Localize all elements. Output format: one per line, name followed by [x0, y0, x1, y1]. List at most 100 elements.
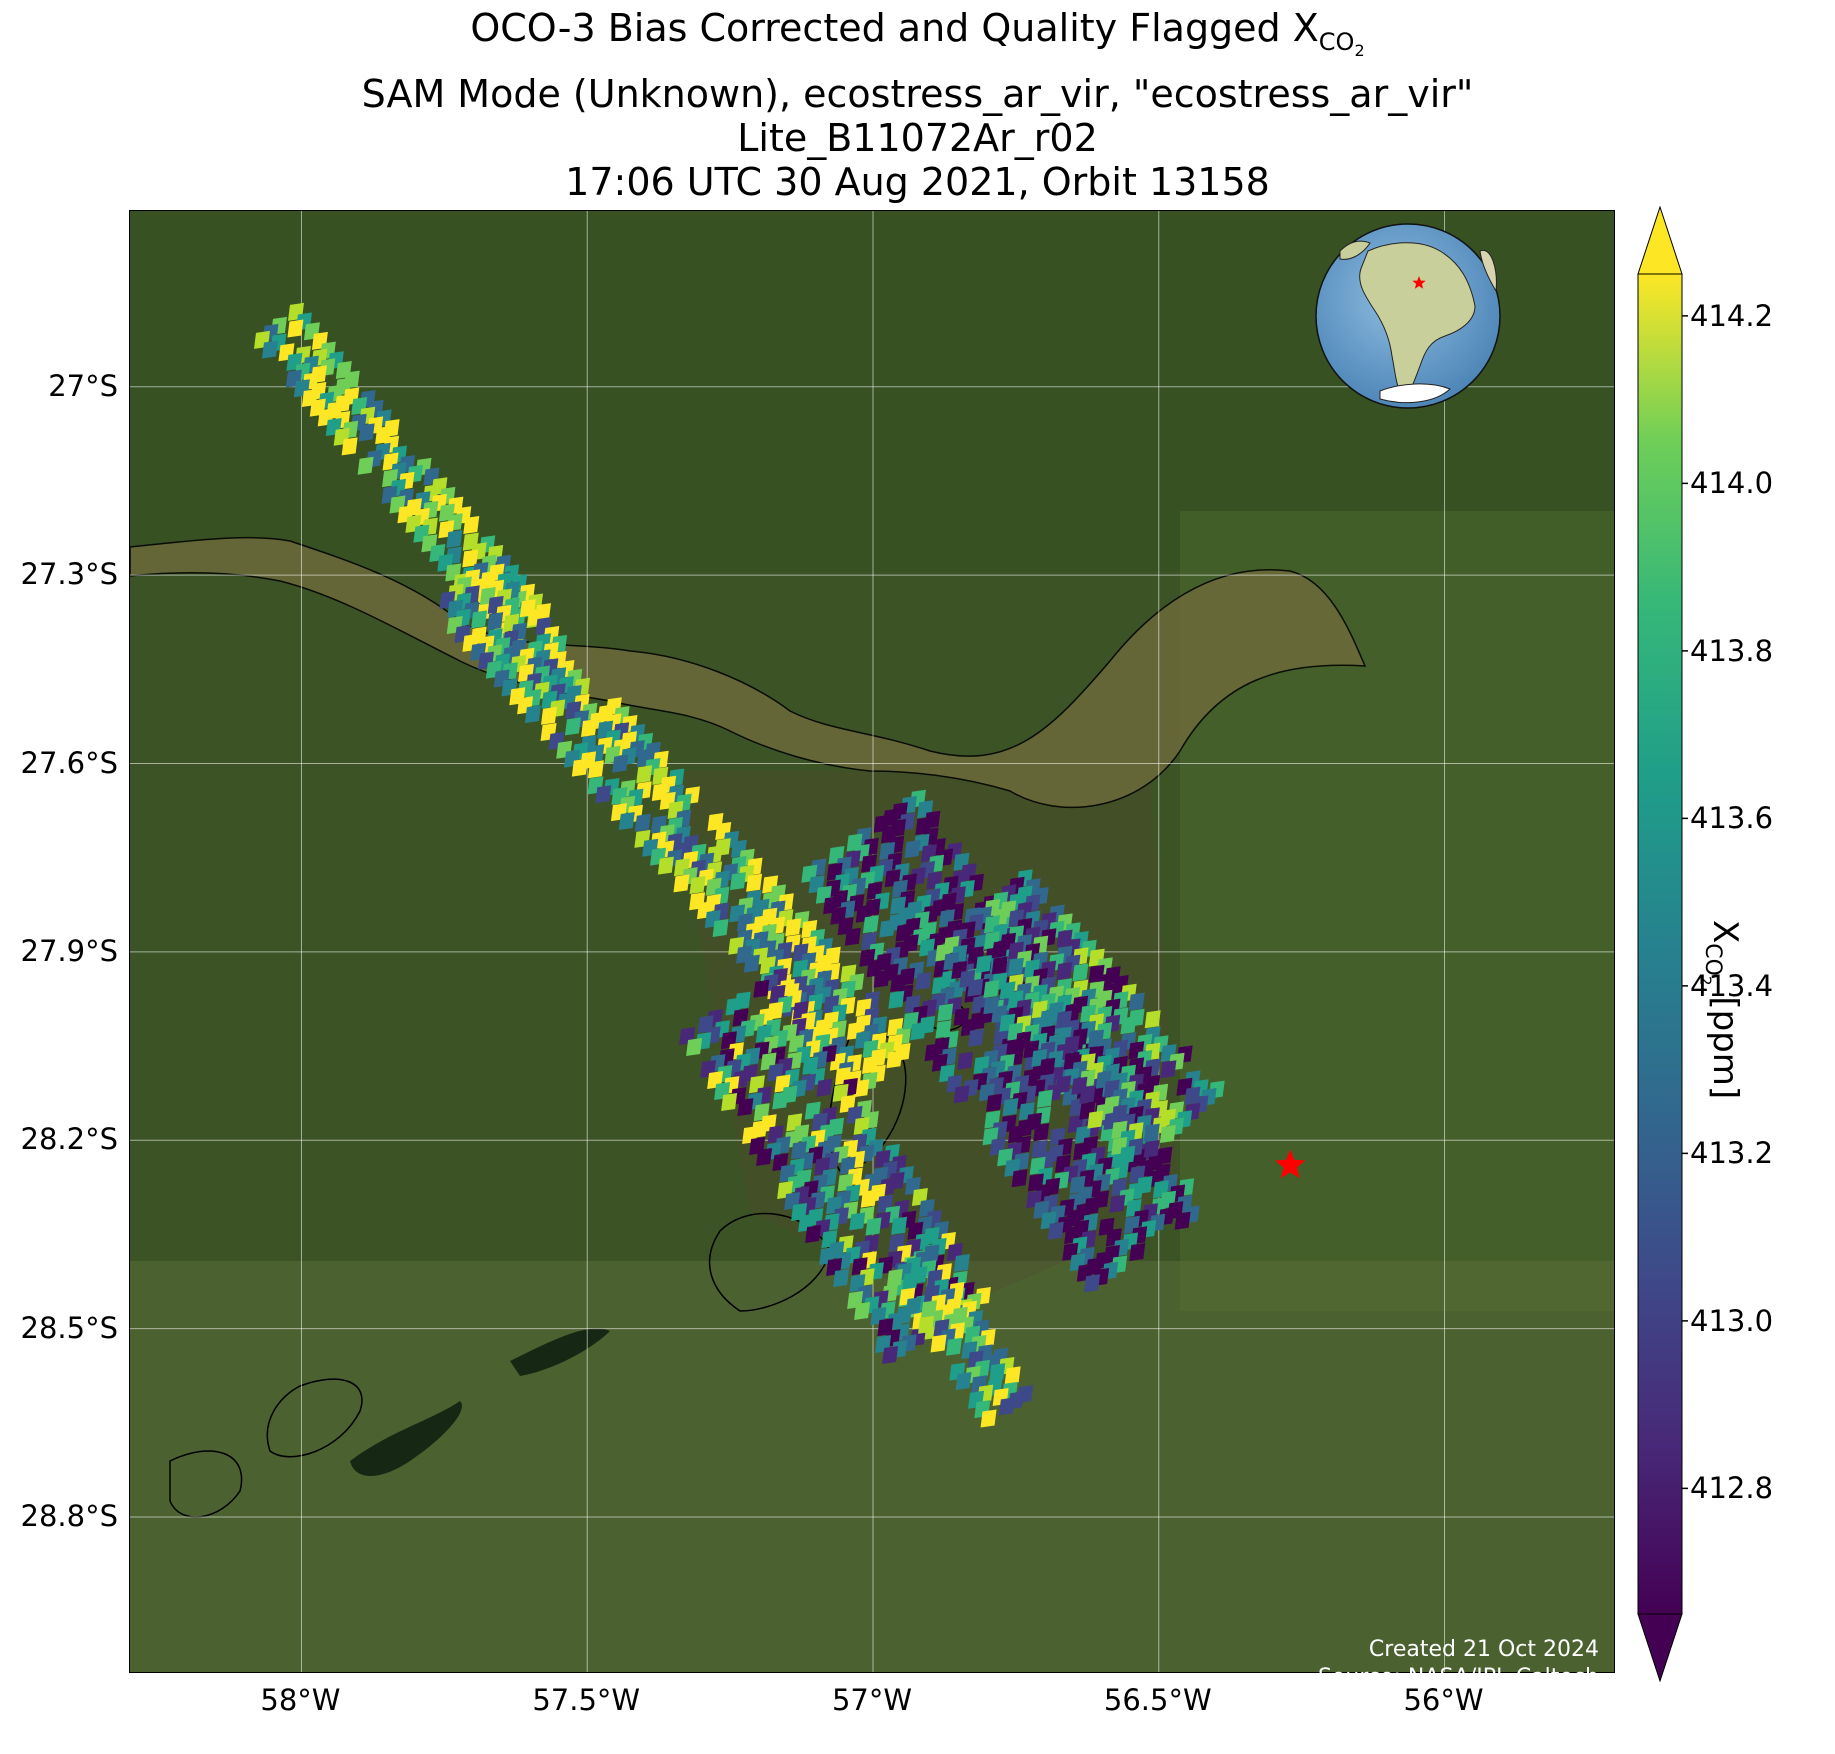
title-line-3: Lite_B11072Ar_r02 — [737, 116, 1098, 161]
xco2-footprint-cell — [746, 873, 763, 892]
xco2-footprint-cell — [953, 1085, 970, 1104]
xco2-footprint-cell — [1047, 1221, 1064, 1240]
xco2-footprint-cell — [595, 785, 612, 804]
lon-tick-label-57-5: 57.5°W — [532, 1683, 641, 1717]
lat-tick-label-27-6: 27.6°S — [20, 745, 118, 780]
colorbar-tick-marks — [1682, 315, 1688, 1490]
xco2-footprint-cell — [805, 1225, 822, 1244]
xco2-footprint-cell — [1004, 1366, 1021, 1385]
xco2-footprint-cell — [902, 1272, 919, 1291]
colorbar-tick-413-6: 413.6 — [1690, 801, 1774, 836]
colorbar-label: XCO2 [ppm] — [1696, 920, 1745, 1100]
colorbar-tick-414-2: 414.2 — [1690, 298, 1774, 333]
xco2-footprint-cell — [1109, 1194, 1126, 1213]
xco2-footprint-cell — [743, 954, 760, 973]
xco2-footprint-cell — [657, 856, 674, 875]
inset-globe — [1315, 223, 1501, 409]
lat-tick-label-27-9: 27.9°S — [20, 933, 118, 968]
title-line-4: 17:06 UTC 30 Aug 2021, Orbit 13158 — [565, 160, 1270, 205]
xco2-footprint-cell — [953, 1253, 970, 1272]
credit-created: Created 21 Oct 2024 — [1368, 1637, 1599, 1662]
xco2-footprint-cell — [957, 1051, 974, 1070]
xco2-footprint-cell — [998, 1397, 1015, 1416]
xco2-footprint-cell — [986, 1093, 1003, 1112]
xco2-footprint-cell — [686, 1038, 703, 1057]
xco2-footprint-cell — [1129, 1243, 1146, 1262]
lon-tick-label-56-5: 56.5°W — [1103, 1683, 1212, 1717]
xco2-footprint-cell — [1011, 1169, 1028, 1188]
colorbar-gradient — [1637, 273, 1683, 1615]
xco2-footprint-cell — [487, 612, 504, 631]
xco2-footprint-cell — [910, 1022, 927, 1041]
colorbar-tick-413-0: 413.0 — [1690, 1303, 1774, 1338]
xco2-footprint-cell — [756, 1148, 773, 1167]
xco2-footprint-cell — [341, 437, 358, 456]
xco2-footprint-cell — [712, 918, 729, 937]
xco2-footprint-cell — [991, 956, 1008, 975]
xco2-footprint-cell — [587, 760, 604, 779]
xco2-footprint-cell — [1079, 1085, 1096, 1104]
title-line-1: OCO-3 Bias Corrected and Quality Flagged… — [470, 6, 1365, 60]
xco2-footprint-cell — [968, 1028, 985, 1047]
xco2-footprint-cell — [564, 717, 581, 736]
xco2-footprint-cell — [1120, 1016, 1137, 1035]
xco2-footprint-cell — [737, 1098, 754, 1117]
lon-tick-label-58: 58°W — [260, 1683, 341, 1717]
xco2-footprint-cell — [862, 915, 879, 934]
xco2-footprint-cell — [1143, 1123, 1160, 1142]
xco2-footprint-cell — [904, 839, 921, 858]
xco2-footprint-cell — [1002, 1098, 1019, 1117]
xco2-footprint-cell — [905, 1297, 922, 1316]
xco2-footprint-cell — [879, 919, 896, 938]
colorbar-tick-413-2: 413.2 — [1690, 1136, 1774, 1171]
map-canvas[interactable] — [130, 211, 1615, 1673]
xco2-footprint-cell — [849, 1212, 866, 1231]
dark-lake — [350, 1401, 462, 1476]
colorbar-tick-413-8: 413.8 — [1690, 633, 1774, 668]
xco2-footprint-cell — [989, 1363, 1006, 1382]
xco2-footprint-cell — [1087, 1110, 1104, 1129]
colorbar — [1637, 206, 1688, 1682]
xco2-footprint-cell — [1084, 1274, 1101, 1293]
xco2-footprint-cell — [886, 1050, 903, 1069]
target-star-icon[interactable] — [1275, 1149, 1306, 1179]
xco2-footprint-cell — [673, 874, 690, 893]
xco2-footprint-cell — [915, 972, 932, 991]
xco2-footprint-cell — [1143, 1139, 1160, 1158]
xco2-footprint-cell — [1128, 992, 1145, 1011]
xco2-footprint-cell — [524, 705, 541, 724]
lat-tick-label-28-8: 28.8°S — [20, 1499, 118, 1534]
globe-africa — [1479, 249, 1497, 293]
xco2-footprint-cell — [945, 1337, 962, 1356]
lagoon-outline — [708, 1212, 831, 1312]
xco2-footprint-cell — [853, 1079, 870, 1098]
xco2-footprint-cell — [358, 423, 375, 442]
xco2-footprint-cell — [1119, 1145, 1136, 1164]
xco2-footprint-cell — [1033, 1123, 1050, 1142]
xco2-footprint-cell — [975, 954, 992, 973]
xco2-footprint-cell — [785, 918, 802, 937]
xco2-footprint-cell — [1159, 1124, 1176, 1143]
xco2-footprint-cell — [721, 1093, 738, 1112]
map-panel[interactable] — [129, 210, 1615, 1673]
xco2-footprint-cell — [636, 765, 653, 784]
xco2-footprint-cell — [888, 990, 905, 1009]
colorbar-tick-412-8: 412.8 — [1690, 1471, 1774, 1506]
lon-tick-label-57: 57°W — [831, 1683, 913, 1717]
colorbar-extend-max — [1637, 206, 1683, 275]
xco2-footprint-cell — [1055, 1075, 1072, 1094]
dark-lake — [510, 1328, 610, 1376]
lat-tick-label-27: 27°S — [48, 368, 118, 403]
xco2-footprint-cell — [955, 1372, 972, 1391]
xco2-footprint-cell — [1174, 1211, 1191, 1230]
credit-source: Source: NASA/JPL-Caltech — [1317, 1665, 1599, 1690]
figure-title: OCO-3 Bias Corrected and Quality Flagged… — [0, 6, 1835, 204]
xco2-footprint-cell — [833, 1269, 850, 1288]
xco2-footprint-cell — [753, 979, 770, 998]
xco2-footprint-cell — [983, 979, 1000, 998]
lat-tick-label-27-3: 27.3°S — [20, 557, 118, 592]
xco2-footprint-cell — [991, 940, 1008, 959]
xco2-footprint-cell — [1144, 1010, 1161, 1029]
xco2-footprint-cell — [1160, 1060, 1177, 1079]
xco2-footprint-cell — [772, 1091, 789, 1110]
